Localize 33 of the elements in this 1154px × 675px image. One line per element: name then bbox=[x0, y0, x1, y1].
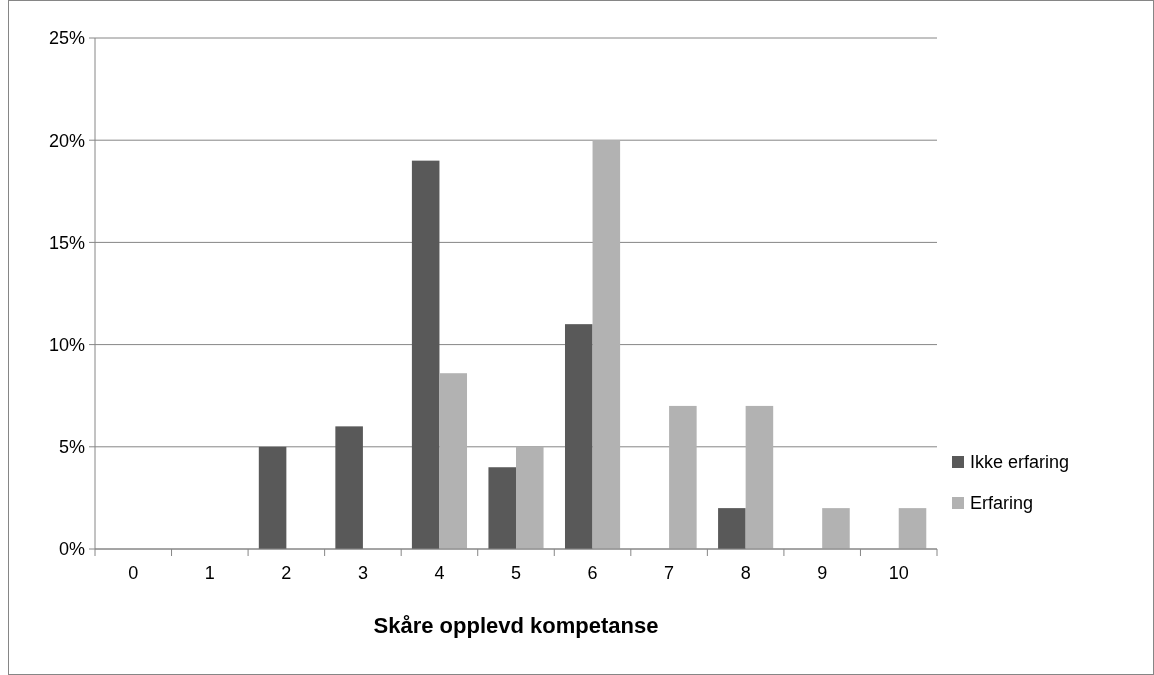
bar bbox=[258, 446, 287, 549]
y-tick-label: 20% bbox=[48, 130, 85, 151]
x-tick-label: 0 bbox=[128, 563, 139, 583]
x-tick-label: 9 bbox=[817, 563, 828, 583]
bar bbox=[718, 508, 746, 549]
y-tick-label: 10% bbox=[48, 334, 85, 355]
x-tick-label: 6 bbox=[587, 563, 598, 583]
x-axis-title: Skåre opplevd kompetanse bbox=[373, 613, 659, 638]
bar bbox=[335, 426, 363, 549]
bar bbox=[488, 467, 516, 549]
x-tick-label: 1 bbox=[204, 563, 215, 583]
y-tick-label: 0% bbox=[58, 539, 85, 560]
x-tick-label: 4 bbox=[434, 563, 445, 583]
bar bbox=[411, 160, 440, 549]
x-tick-label: 8 bbox=[740, 563, 751, 583]
bar bbox=[439, 373, 468, 549]
x-tick-label: 7 bbox=[664, 563, 675, 583]
y-tick-label: 25% bbox=[48, 28, 85, 49]
legend-label: Ikke erfaring bbox=[970, 452, 1070, 473]
x-tick-label: 10 bbox=[888, 563, 909, 583]
bar bbox=[516, 446, 544, 549]
x-tick-label: 2 bbox=[281, 563, 292, 583]
legend-label: Erfaring bbox=[970, 493, 1034, 514]
x-tick-label: 3 bbox=[357, 563, 368, 583]
bar bbox=[745, 405, 774, 549]
y-tick-label: 5% bbox=[58, 437, 85, 458]
bar bbox=[669, 405, 697, 549]
bar bbox=[592, 140, 621, 549]
bar bbox=[898, 508, 927, 549]
bar bbox=[564, 324, 593, 549]
y-tick-label: 15% bbox=[48, 232, 85, 253]
x-tick-label: 5 bbox=[510, 563, 522, 583]
bar bbox=[822, 508, 850, 549]
